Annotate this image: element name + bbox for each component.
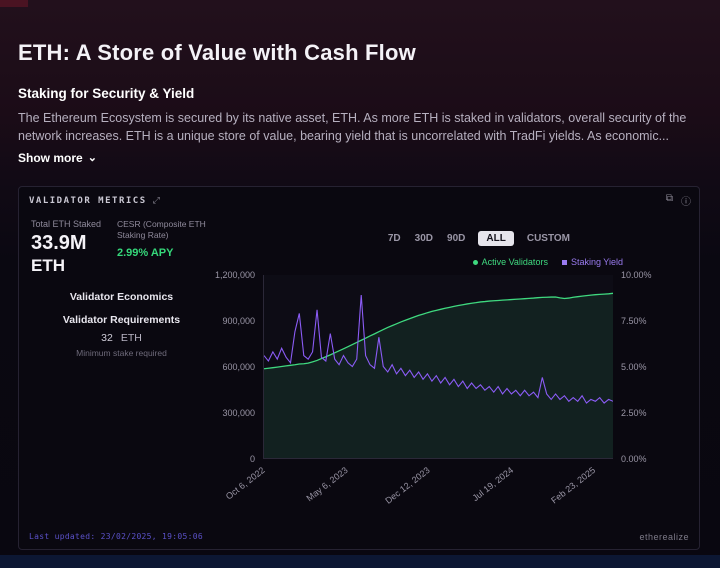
range-custom-button[interactable]: CUSTOM bbox=[526, 233, 570, 244]
expand-icon[interactable]: ⤢ bbox=[152, 195, 160, 205]
total-staked-unit: ETH bbox=[31, 256, 65, 275]
legend-square-icon bbox=[561, 259, 567, 265]
validator-economics-heading: Validator Economics bbox=[69, 291, 174, 303]
section-subtitle: Staking for Security & Yield bbox=[18, 86, 195, 101]
show-more-button[interactable]: Show more ⌄ bbox=[18, 151, 97, 165]
y-axis-right-tick: 2.50% bbox=[621, 408, 647, 418]
chart-legend: Active Validators Staking Yield bbox=[472, 257, 623, 267]
y-axis-left-tick: 1,200,000 bbox=[214, 270, 255, 280]
validator-requirements-heading: Validator Requirements bbox=[62, 314, 181, 326]
y-axis-right-tick: 7.50% bbox=[621, 316, 647, 326]
cesr-stat: CESR (Composite ETH Staking Rate) 2.99% … bbox=[117, 219, 217, 259]
range-30d-button[interactable]: 30D bbox=[414, 233, 434, 244]
range-7d-button[interactable]: 7D bbox=[387, 233, 401, 244]
panel-title: VALIDATOR METRICS bbox=[29, 195, 147, 206]
total-eth-staked-stat: Total ETH Staked 33.9M ETH bbox=[31, 219, 101, 276]
y-axis-left-tick: 0 bbox=[249, 454, 255, 464]
brand-wordmark: etherealize bbox=[639, 532, 689, 542]
total-staked-value: 33.9M bbox=[31, 232, 87, 254]
legend-label: Staking Yield bbox=[570, 257, 623, 267]
bottom-bar bbox=[0, 555, 720, 568]
x-axis-label: May 6, 2023 bbox=[304, 465, 351, 504]
requirement-amount: 32 bbox=[101, 332, 113, 344]
show-more-label: Show more bbox=[18, 151, 83, 165]
range-90d-button[interactable]: 90D bbox=[447, 233, 466, 244]
y-axis-right-tick: 5.00% bbox=[621, 362, 647, 372]
top-left-fragment bbox=[0, 0, 28, 7]
metrics-chart[interactable] bbox=[263, 275, 613, 459]
info-icon[interactable]: ⓘ bbox=[681, 197, 691, 208]
legend-staking-yield[interactable]: Staking Yield bbox=[561, 257, 623, 267]
x-axis-label: Dec 12, 2023 bbox=[383, 465, 433, 506]
x-axis-label: Jul 19, 2024 bbox=[470, 465, 516, 504]
range-all-button[interactable]: ALL bbox=[478, 231, 514, 246]
y-axis-right-tick: 0.00% bbox=[621, 454, 647, 464]
article-header: ETH: A Store of Value with Cash Flow Sta… bbox=[0, 0, 720, 167]
stake-requirement-note: Minimum stake required bbox=[76, 348, 167, 358]
panel-header: VALIDATOR METRICS ⤢ ⧉ ⓘ bbox=[19, 187, 699, 208]
cesr-value: 2.99% APY bbox=[117, 247, 174, 259]
y-axis-left-tick: 600,000 bbox=[222, 362, 255, 372]
legend-circle-icon bbox=[472, 259, 478, 265]
capture-icon[interactable]: ⧉ bbox=[665, 193, 673, 204]
last-updated-text: Last updated: 23/02/2025, 19:05:06 bbox=[29, 532, 203, 541]
page-title: ETH: A Store of Value with Cash Flow bbox=[18, 40, 416, 65]
article-excerpt: The Ethereum Ecosystem is secured by its… bbox=[18, 111, 687, 143]
legend-active-validators[interactable]: Active Validators bbox=[472, 257, 548, 267]
x-axis-label: Feb 23, 2025 bbox=[549, 465, 598, 506]
y-axis-left-tick: 900,000 bbox=[222, 316, 255, 326]
time-range-selector: 7D 30D 90D ALL CUSTOM bbox=[387, 231, 571, 246]
cesr-label: CESR (Composite ETH Staking Rate) bbox=[117, 219, 206, 240]
validator-metrics-panel: VALIDATOR METRICS ⤢ ⧉ ⓘ Total ETH Staked… bbox=[18, 186, 700, 550]
total-staked-label: Total ETH Staked bbox=[31, 219, 102, 229]
y-axis-right-tick: 10.00% bbox=[621, 270, 652, 280]
x-axis-label: Oct 6, 2022 bbox=[224, 465, 268, 502]
chevron-down-icon: ⌄ bbox=[87, 152, 97, 164]
requirement-unit: ETH bbox=[120, 332, 142, 344]
chart-canvas[interactable] bbox=[264, 275, 613, 458]
legend-label: Active Validators bbox=[481, 257, 548, 267]
stake-requirement-value: 32 ETH bbox=[19, 332, 224, 344]
y-axis-left-tick: 300,000 bbox=[222, 408, 255, 418]
